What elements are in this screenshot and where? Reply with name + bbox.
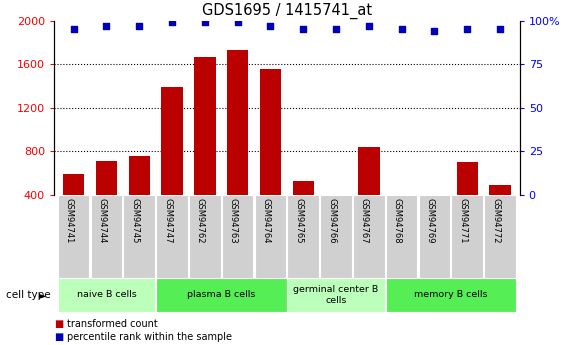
Bar [386,278,516,312]
Text: GSM94771: GSM94771 [458,198,467,244]
Text: GSM94744: GSM94744 [98,198,106,244]
Text: cell type: cell type [6,290,51,300]
Text: plasma B cells: plasma B cells [187,290,256,299]
Bar [63,174,84,238]
Point [201,20,210,25]
Point [102,23,111,29]
Text: GSM94765: GSM94765 [294,198,303,244]
Point [266,23,275,29]
Text: GSM94764: GSM94764 [261,198,270,244]
Text: memory B cells: memory B cells [414,290,487,299]
Point [430,28,439,34]
Title: GDS1695 / 1415741_at: GDS1695 / 1415741_at [202,3,372,19]
Text: GSM94763: GSM94763 [229,198,237,244]
Bar [485,195,516,278]
Point [168,20,177,25]
Bar [254,195,286,278]
Bar [189,195,220,278]
Bar [424,196,445,238]
Text: GSM94772: GSM94772 [491,198,500,244]
Bar [320,195,352,278]
Bar [293,181,314,238]
Text: ■: ■ [54,333,63,342]
Bar [57,278,155,312]
Bar [386,195,417,278]
Text: GSM94745: GSM94745 [130,198,139,244]
Bar [391,197,412,238]
Bar [58,195,89,278]
Point [69,27,78,32]
Bar [123,195,155,278]
Point [299,27,308,32]
Bar [287,195,319,278]
Bar [194,57,215,238]
Text: GSM94766: GSM94766 [327,198,336,244]
Point [397,27,406,32]
Bar [156,195,188,278]
Text: transformed count: transformed count [67,319,158,329]
Bar [222,195,253,278]
Text: germinal center B
cells: germinal center B cells [294,285,379,305]
Bar [490,185,511,238]
Text: naive B cells: naive B cells [77,290,136,299]
Bar [156,278,286,312]
Bar [161,87,183,238]
Point [135,23,144,29]
Point [463,27,472,32]
Bar [260,69,281,238]
Bar [419,195,450,278]
Bar [452,195,483,278]
Bar [457,162,478,238]
Text: GSM94767: GSM94767 [360,198,369,244]
Bar [325,195,346,238]
Bar [358,147,379,238]
Text: GSM94768: GSM94768 [392,198,402,244]
Point [233,20,242,25]
Text: GSM94747: GSM94747 [163,198,172,244]
Bar [96,161,117,238]
Point [495,27,504,32]
Bar [128,156,150,238]
Text: GSM94769: GSM94769 [425,198,435,244]
Text: ■: ■ [54,319,63,329]
Point [364,23,373,29]
Text: percentile rank within the sample: percentile rank within the sample [67,333,232,342]
Bar [91,195,122,278]
Bar [287,278,385,312]
Bar [227,50,248,238]
Bar [353,195,385,278]
Text: GSM94762: GSM94762 [196,198,205,244]
Text: GSM94741: GSM94741 [65,198,74,244]
Text: ►: ► [39,290,47,300]
Point [332,27,341,32]
